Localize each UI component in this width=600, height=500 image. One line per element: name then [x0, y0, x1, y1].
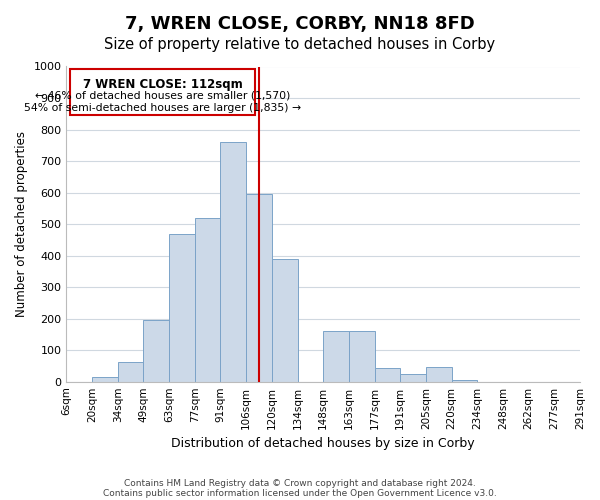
Bar — [323, 332, 349, 382]
Bar — [195, 218, 220, 382]
Bar — [349, 332, 374, 382]
Bar — [143, 320, 169, 382]
Bar — [169, 234, 195, 382]
X-axis label: Distribution of detached houses by size in Corby: Distribution of detached houses by size … — [172, 437, 475, 450]
Bar — [426, 368, 452, 382]
Text: ← 46% of detached houses are smaller (1,570): ← 46% of detached houses are smaller (1,… — [35, 91, 290, 101]
Bar — [374, 368, 400, 382]
Text: 7 WREN CLOSE: 112sqm: 7 WREN CLOSE: 112sqm — [83, 78, 242, 90]
Text: Size of property relative to detached houses in Corby: Size of property relative to detached ho… — [104, 38, 496, 52]
Text: 54% of semi-detached houses are larger (1,835) →: 54% of semi-detached houses are larger (… — [24, 102, 301, 113]
Bar — [92, 377, 118, 382]
Bar — [452, 380, 477, 382]
Bar — [272, 259, 298, 382]
Text: 7, WREN CLOSE, CORBY, NN18 8FD: 7, WREN CLOSE, CORBY, NN18 8FD — [125, 15, 475, 33]
Text: Contains HM Land Registry data © Crown copyright and database right 2024.: Contains HM Land Registry data © Crown c… — [124, 478, 476, 488]
Bar — [220, 142, 246, 382]
Bar — [246, 194, 272, 382]
Y-axis label: Number of detached properties: Number of detached properties — [15, 131, 28, 317]
Bar — [70, 68, 255, 116]
Bar — [400, 374, 426, 382]
Bar — [118, 362, 143, 382]
Text: Contains public sector information licensed under the Open Government Licence v3: Contains public sector information licen… — [103, 488, 497, 498]
